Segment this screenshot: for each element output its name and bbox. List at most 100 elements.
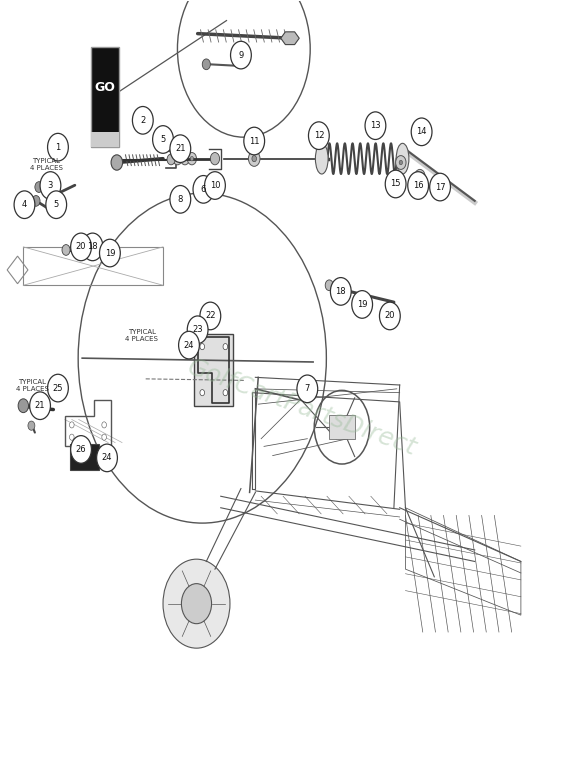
Circle shape [252, 156, 256, 162]
Text: 10: 10 [210, 181, 220, 190]
Text: 17: 17 [435, 182, 445, 192]
Circle shape [408, 172, 429, 199]
Text: 9: 9 [238, 51, 244, 59]
FancyBboxPatch shape [91, 48, 118, 147]
Circle shape [32, 196, 40, 206]
Circle shape [331, 278, 351, 305]
Circle shape [177, 0, 310, 137]
Text: GO: GO [95, 81, 115, 94]
Circle shape [14, 191, 35, 219]
Circle shape [351, 290, 372, 318]
FancyBboxPatch shape [329, 415, 355, 440]
Circle shape [97, 444, 117, 472]
Circle shape [200, 343, 205, 350]
Text: 20: 20 [385, 311, 395, 320]
Circle shape [200, 390, 205, 396]
Text: 2: 2 [140, 116, 146, 125]
Circle shape [435, 180, 445, 194]
Circle shape [182, 584, 212, 624]
Circle shape [40, 172, 61, 199]
Circle shape [176, 156, 179, 161]
Text: TYPICAL
4 PLACES: TYPICAL 4 PLACES [125, 329, 158, 342]
Circle shape [183, 156, 187, 161]
Text: 14: 14 [416, 127, 427, 136]
Text: 21: 21 [175, 144, 186, 153]
Text: 21: 21 [35, 401, 45, 410]
Circle shape [205, 172, 226, 199]
Circle shape [18, 399, 28, 413]
Circle shape [385, 170, 406, 198]
Circle shape [71, 436, 92, 464]
Circle shape [415, 169, 425, 183]
Text: 15: 15 [390, 179, 401, 189]
Circle shape [244, 127, 264, 155]
Circle shape [396, 156, 406, 169]
Circle shape [170, 186, 191, 213]
Text: 20: 20 [76, 243, 86, 251]
Text: 22: 22 [205, 311, 216, 320]
Circle shape [102, 434, 107, 440]
Circle shape [223, 343, 228, 350]
Circle shape [100, 239, 120, 267]
Circle shape [297, 375, 318, 403]
Circle shape [223, 390, 228, 396]
Circle shape [202, 59, 211, 69]
Text: 1: 1 [55, 142, 60, 152]
Ellipse shape [396, 143, 409, 174]
Text: 24: 24 [102, 454, 113, 463]
Text: 7: 7 [304, 384, 310, 393]
Circle shape [92, 246, 98, 254]
Polygon shape [281, 32, 299, 45]
Text: 26: 26 [76, 445, 86, 454]
Text: 3: 3 [48, 181, 53, 190]
Circle shape [132, 106, 153, 134]
Circle shape [30, 392, 50, 420]
Text: GolfCartPartsDirect: GolfCartPartsDirect [184, 355, 419, 460]
Circle shape [379, 302, 400, 330]
Circle shape [46, 191, 67, 219]
Text: 5: 5 [161, 135, 166, 144]
Text: 18: 18 [335, 287, 346, 296]
Circle shape [46, 192, 55, 203]
Text: 25: 25 [53, 383, 63, 393]
Circle shape [200, 302, 221, 330]
Circle shape [411, 118, 432, 146]
Circle shape [180, 152, 190, 165]
Circle shape [187, 316, 208, 343]
Text: 11: 11 [249, 136, 259, 146]
Circle shape [167, 154, 175, 165]
Circle shape [48, 133, 68, 161]
Circle shape [248, 151, 260, 166]
Circle shape [211, 152, 220, 165]
Text: 6: 6 [201, 185, 206, 194]
Circle shape [163, 559, 230, 648]
Circle shape [70, 422, 74, 428]
Text: 8: 8 [177, 195, 183, 204]
Circle shape [82, 233, 103, 261]
Circle shape [230, 42, 251, 69]
Text: TYPICAL
4 PLACES: TYPICAL 4 PLACES [30, 158, 63, 170]
Circle shape [309, 122, 329, 149]
Circle shape [70, 434, 74, 440]
Text: 23: 23 [193, 325, 203, 334]
Text: 13: 13 [370, 121, 380, 130]
FancyBboxPatch shape [91, 132, 118, 147]
Text: 18: 18 [87, 243, 98, 251]
Circle shape [62, 245, 70, 256]
Circle shape [173, 152, 182, 165]
Circle shape [438, 185, 442, 189]
Circle shape [48, 374, 68, 402]
FancyBboxPatch shape [194, 333, 233, 406]
Circle shape [111, 155, 122, 170]
Circle shape [334, 417, 350, 437]
Text: 16: 16 [413, 181, 423, 190]
Text: 5: 5 [53, 200, 59, 209]
Text: 4: 4 [22, 200, 27, 209]
Text: 19: 19 [104, 249, 115, 257]
Circle shape [399, 160, 403, 165]
FancyBboxPatch shape [70, 444, 99, 470]
Circle shape [179, 331, 200, 359]
Circle shape [71, 233, 92, 261]
Circle shape [190, 156, 194, 161]
Circle shape [170, 135, 191, 162]
